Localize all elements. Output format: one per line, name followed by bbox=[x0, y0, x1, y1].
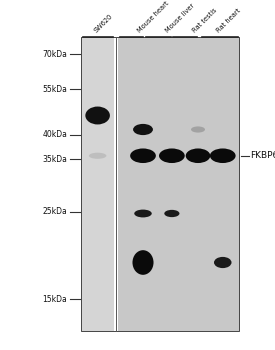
Text: 70kDa: 70kDa bbox=[43, 50, 67, 59]
Ellipse shape bbox=[164, 210, 180, 217]
Text: 55kDa: 55kDa bbox=[43, 85, 67, 94]
Ellipse shape bbox=[85, 106, 110, 125]
Text: 25kDa: 25kDa bbox=[43, 207, 67, 216]
Text: 40kDa: 40kDa bbox=[43, 130, 67, 139]
Text: FKBP6: FKBP6 bbox=[250, 151, 275, 160]
Ellipse shape bbox=[159, 148, 185, 163]
Ellipse shape bbox=[133, 124, 153, 135]
FancyBboxPatch shape bbox=[118, 37, 239, 331]
Ellipse shape bbox=[134, 210, 152, 217]
FancyBboxPatch shape bbox=[81, 37, 114, 331]
Text: Rat heart: Rat heart bbox=[216, 7, 242, 33]
Ellipse shape bbox=[130, 148, 156, 163]
Text: Rat testis: Rat testis bbox=[191, 7, 218, 33]
Ellipse shape bbox=[89, 153, 106, 159]
Ellipse shape bbox=[210, 148, 236, 163]
Ellipse shape bbox=[214, 257, 232, 268]
Ellipse shape bbox=[186, 148, 210, 163]
Ellipse shape bbox=[133, 250, 153, 275]
Ellipse shape bbox=[191, 126, 205, 133]
Text: SW620: SW620 bbox=[94, 13, 114, 33]
Text: 15kDa: 15kDa bbox=[43, 295, 67, 304]
Text: Mouse heart: Mouse heart bbox=[136, 0, 170, 33]
Text: 35kDa: 35kDa bbox=[43, 155, 67, 164]
Text: Mouse liver: Mouse liver bbox=[165, 2, 196, 33]
